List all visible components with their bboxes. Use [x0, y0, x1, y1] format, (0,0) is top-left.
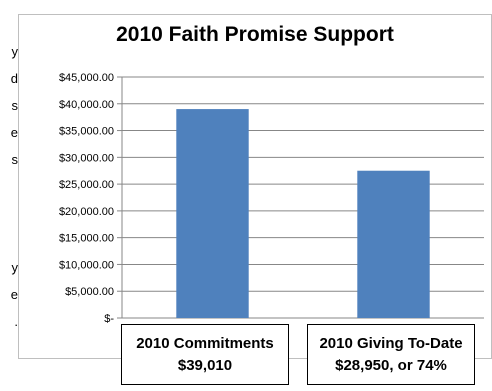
cropped-text-fragment: y [11, 44, 19, 59]
cropped-text-fragment: s [11, 98, 19, 113]
y-tick-label: $25,000.00 [59, 179, 114, 191]
cropped-text-fragment: . [14, 314, 18, 329]
category-value: $39,010 [177, 356, 233, 374]
y-tick-label: $- [104, 313, 114, 325]
y-tick-label: $20,000.00 [59, 206, 114, 218]
category-value: $28,950, or 74% [335, 356, 447, 374]
bar [357, 170, 430, 318]
chart-title: 2010 Faith Promise Support [116, 23, 394, 46]
y-tick-label: $30,000.00 [59, 152, 114, 164]
bars [176, 109, 430, 319]
y-tick-label: $45,000.00 [59, 72, 114, 84]
y-tick-label: $35,000.00 [59, 126, 114, 138]
cropped-text-fragment: e [10, 125, 18, 140]
y-tick-label: $40,000.00 [59, 99, 114, 111]
cropped-text-fragment: d [10, 71, 18, 86]
cropped-text-fragment: s [11, 152, 19, 167]
y-tick-label: $10,000.00 [59, 259, 114, 271]
category-name: 2010 Giving To-Date [319, 334, 463, 352]
cropped-text-fragment: y [11, 260, 19, 275]
y-tick-label: $5,000.00 [65, 286, 114, 298]
category-name: 2010 Commitments [136, 334, 274, 352]
bar [176, 109, 249, 319]
category-label-box: 2010 Giving To-Date $28,950, or 74% [307, 324, 475, 385]
cropped-text-fragment: e [10, 287, 18, 302]
y-axis-tick-labels: $45,000.00 $40,000.00 $35,000.00 $30,000.00… [59, 72, 114, 325]
y-tick-label: $15,000.00 [59, 233, 114, 245]
category-label-box: 2010 Commitments $39,010 [121, 324, 289, 385]
